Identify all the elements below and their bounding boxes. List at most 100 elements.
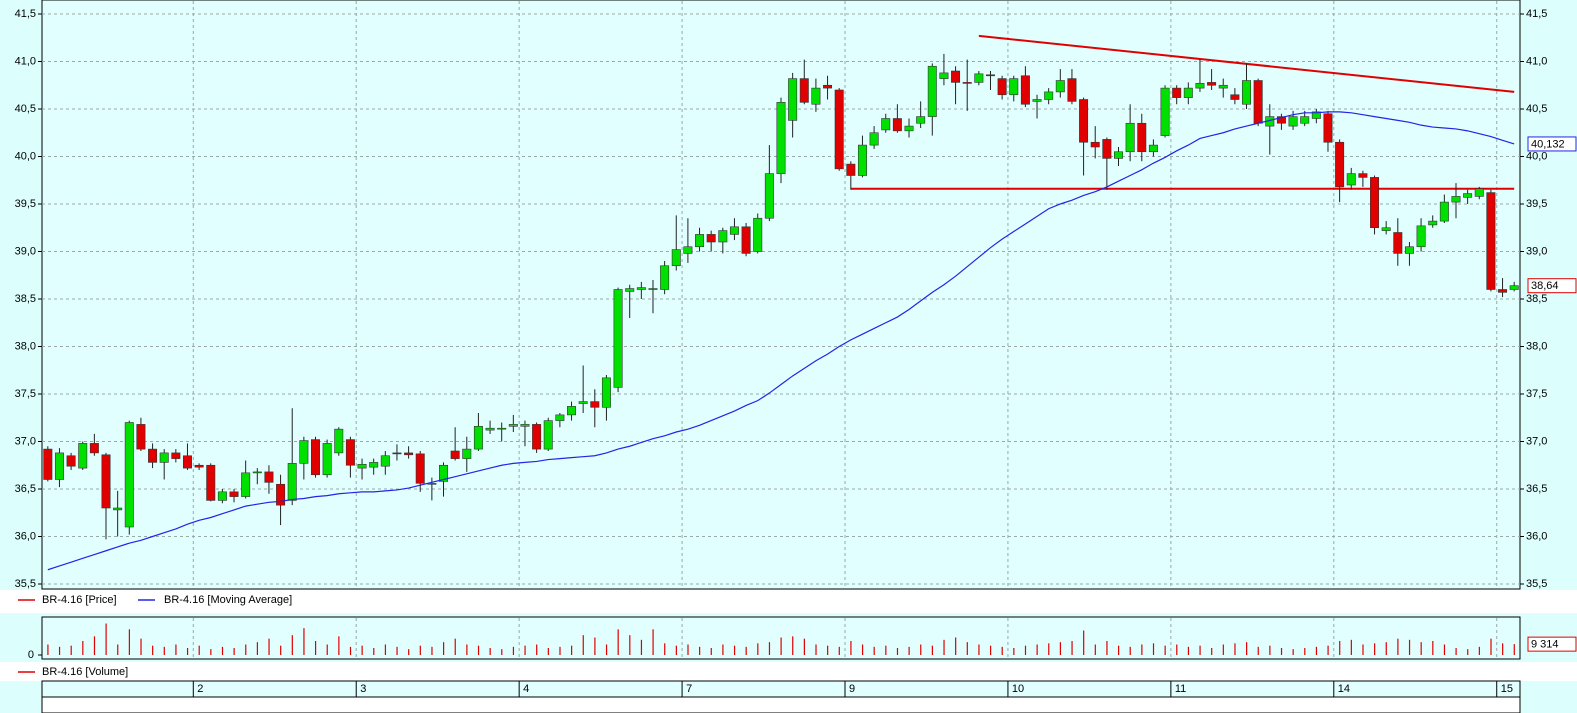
volume-bar bbox=[303, 628, 305, 655]
volume-bar bbox=[1339, 641, 1341, 655]
candle-body bbox=[636, 287, 646, 290]
volume-bar bbox=[140, 638, 142, 655]
candle-body bbox=[1137, 122, 1147, 153]
volume-bar bbox=[477, 645, 480, 655]
candle-body bbox=[834, 89, 844, 170]
y-tick-label: 36,0 bbox=[1526, 530, 1547, 542]
y-tick-label: 39,5 bbox=[15, 198, 36, 210]
candle-body bbox=[1370, 177, 1380, 229]
candle-body bbox=[1346, 173, 1356, 186]
volume-bar bbox=[1490, 638, 1492, 655]
candle-body bbox=[89, 443, 99, 454]
candle-body bbox=[1404, 246, 1414, 254]
x-tick-label: 9 bbox=[849, 683, 855, 695]
volume-bar bbox=[1234, 643, 1236, 655]
y-tick-label: 37,5 bbox=[1526, 388, 1547, 400]
candle-body bbox=[892, 118, 902, 132]
candle-body bbox=[555, 414, 565, 421]
candle-body bbox=[881, 118, 891, 131]
x-tick-label: 2 bbox=[197, 683, 203, 695]
candle-body bbox=[276, 483, 286, 506]
candle-body bbox=[695, 234, 705, 248]
volume-bar bbox=[152, 645, 154, 655]
candle-body bbox=[450, 450, 460, 459]
candle-body bbox=[1311, 111, 1321, 119]
candle-body bbox=[241, 472, 251, 497]
volume-bar bbox=[1036, 644, 1038, 655]
y-tick-label: 38,5 bbox=[15, 293, 36, 305]
y-tick-label: 41,0 bbox=[1526, 55, 1547, 67]
candle-body bbox=[1242, 80, 1252, 105]
volume-bar bbox=[1443, 644, 1446, 655]
volume-bar bbox=[1013, 648, 1015, 655]
candle-body bbox=[997, 78, 1007, 96]
candle-body bbox=[1428, 220, 1438, 226]
moving-average-line bbox=[47, 111, 1515, 571]
candle-body bbox=[706, 234, 716, 243]
candle-body bbox=[1090, 141, 1100, 148]
legend-row bbox=[0, 662, 1577, 681]
volume-bar bbox=[989, 645, 992, 655]
candle-body bbox=[264, 471, 274, 483]
candle-body bbox=[1486, 192, 1496, 290]
x-tick-label: 7 bbox=[686, 683, 692, 695]
candle-body bbox=[1230, 94, 1240, 100]
volume-bar bbox=[326, 644, 328, 655]
volume-bar bbox=[524, 645, 526, 655]
volume-bar bbox=[1083, 630, 1085, 655]
candle-body bbox=[287, 463, 297, 501]
volume-bar bbox=[1502, 643, 1504, 655]
volume-bar bbox=[512, 646, 515, 655]
volume-bar bbox=[931, 645, 933, 655]
candle-body bbox=[206, 464, 216, 501]
volume-bar bbox=[419, 645, 421, 655]
volume-bar bbox=[1408, 639, 1411, 655]
y-tick-label: 35,5 bbox=[1526, 578, 1547, 590]
volume-bar bbox=[256, 642, 258, 655]
volume-bar bbox=[233, 648, 235, 655]
candle-body bbox=[1102, 139, 1112, 159]
volume-bar bbox=[1199, 645, 1201, 655]
volume-bar bbox=[1152, 643, 1155, 655]
volume-bar bbox=[838, 646, 840, 655]
volume-bar bbox=[815, 644, 817, 655]
candle-body bbox=[1032, 99, 1042, 102]
volume-bar bbox=[175, 644, 177, 655]
volume-bar bbox=[1385, 642, 1387, 655]
date-axis bbox=[41, 680, 1521, 698]
candle-body bbox=[613, 289, 623, 388]
y-tick-label: 39,0 bbox=[1526, 245, 1547, 257]
volume-bar bbox=[489, 648, 491, 655]
last-value-label: 40,132 bbox=[1531, 138, 1565, 150]
date-axis-lower bbox=[41, 696, 1521, 713]
candle-body bbox=[578, 401, 588, 404]
candle-body bbox=[54, 452, 64, 480]
y-tick-label: 37,0 bbox=[15, 435, 36, 447]
candle-body bbox=[1276, 116, 1286, 124]
candle-body bbox=[939, 72, 949, 79]
volume-bar bbox=[1304, 648, 1306, 655]
volume-bar bbox=[291, 635, 293, 655]
candle-body bbox=[1160, 87, 1170, 136]
volume-bar bbox=[1350, 639, 1352, 655]
y-tick-label: 38,0 bbox=[15, 340, 36, 352]
volume-bar bbox=[70, 645, 72, 655]
candle-body bbox=[648, 288, 658, 290]
candle-body bbox=[1381, 227, 1391, 231]
volume-bar bbox=[1432, 641, 1434, 655]
volume-bar bbox=[955, 637, 957, 655]
volume-bar bbox=[373, 648, 375, 655]
candle-body bbox=[473, 425, 483, 450]
candle-body bbox=[799, 78, 809, 103]
volume-bar bbox=[1187, 646, 1190, 655]
candle-body bbox=[1439, 201, 1449, 222]
y-tick-label: 40,0 bbox=[1526, 150, 1547, 162]
candle-body bbox=[683, 246, 693, 254]
volume-bar bbox=[1374, 643, 1376, 655]
volume-bar bbox=[1280, 648, 1283, 655]
candle-body bbox=[1207, 82, 1217, 86]
candle-body bbox=[182, 455, 192, 469]
volume-bar bbox=[501, 649, 503, 655]
volume-bar bbox=[640, 639, 643, 655]
candle-body bbox=[1463, 193, 1473, 198]
